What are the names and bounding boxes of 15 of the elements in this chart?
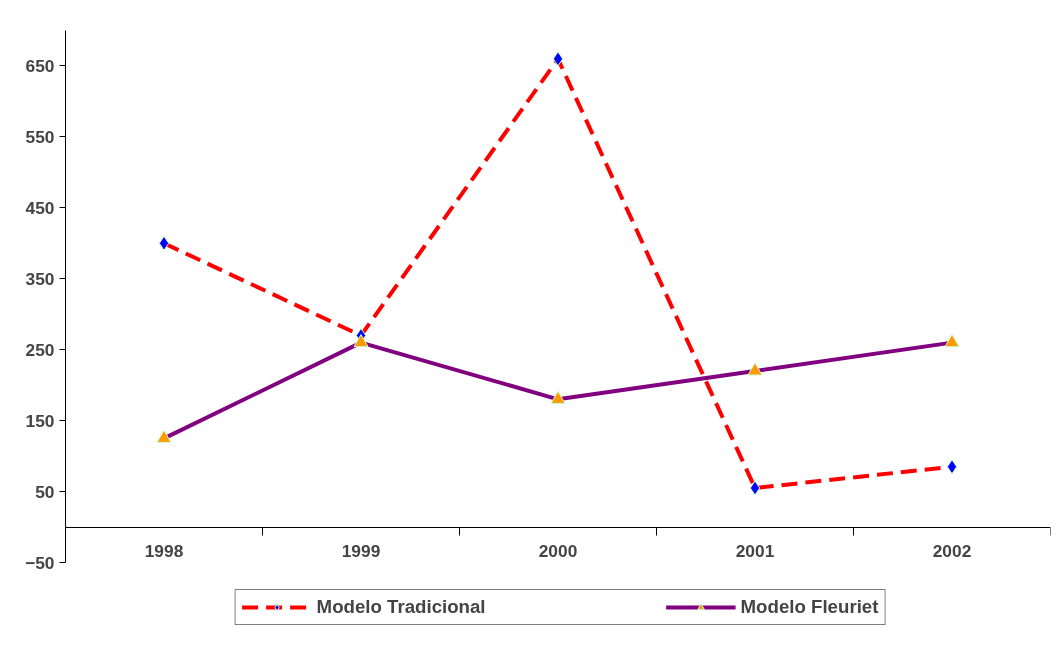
x-tick-label: 2002 <box>932 541 972 562</box>
x-tick-label: 1999 <box>341 541 381 562</box>
x-tick-label: 1998 <box>144 541 184 562</box>
y-tick-label: 450 <box>25 197 55 218</box>
y-tick-label: 550 <box>25 126 55 147</box>
x-tick-label: 2001 <box>735 541 775 562</box>
y-tick-label: 50 <box>35 481 55 502</box>
y-tick-label: 350 <box>25 268 55 289</box>
y-tick-label: 150 <box>25 410 55 431</box>
y-tick-label: −50 <box>25 552 55 573</box>
legend-label: Modelo Tradicional <box>316 596 486 618</box>
x-tick-label: 2000 <box>538 541 578 562</box>
y-tick-label: 650 <box>25 55 55 76</box>
y-tick-label: 250 <box>25 339 55 360</box>
legend-label: Modelo Fleuriet <box>740 596 879 618</box>
